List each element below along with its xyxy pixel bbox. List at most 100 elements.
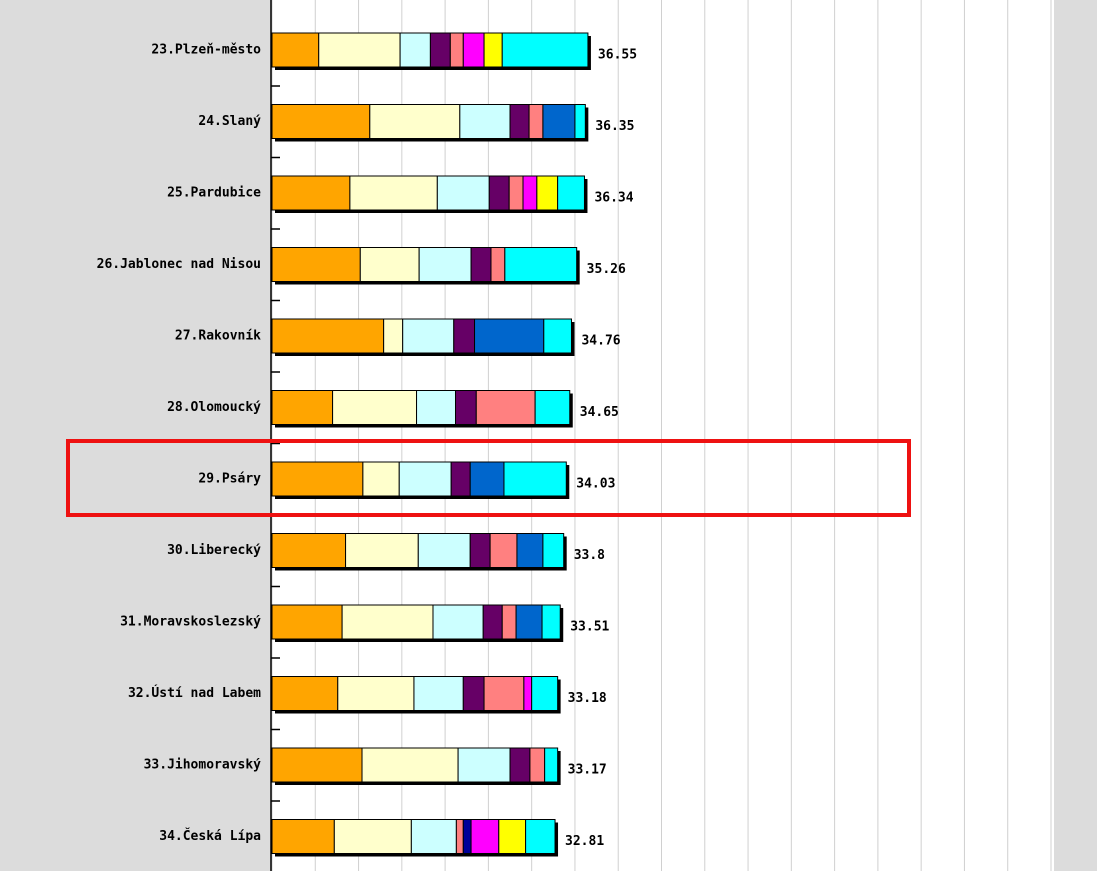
bar-segment [482,604,503,640]
bar-segment [271,676,339,711]
category-label: 31.Moravskoslezský [120,615,261,630]
right-panel [1054,0,1097,871]
bar-segment [362,461,400,497]
bar-segment [413,676,464,711]
bar-segment [361,747,459,783]
bar-segment [359,247,420,282]
bar-segment [459,104,511,139]
total-label: 33.18 [568,691,607,706]
total-label: 33.17 [568,763,607,778]
bar-segment [454,390,477,425]
bar-segment [271,32,320,68]
bar-segment [402,318,455,354]
bar-segment [470,819,500,854]
bar-segment [341,604,434,640]
total-label: 36.34 [594,191,633,206]
bar-segment [574,104,586,139]
total-label: 33.51 [570,620,609,635]
bar-segment [501,604,517,640]
category-label: 29.Psáry [198,472,261,487]
bar-segment [508,175,524,211]
bar-segment [516,533,544,568]
bar-segment [398,461,452,497]
bar-segment [522,175,538,211]
bar-segment [503,461,567,497]
bar-segment [271,747,363,783]
bars: 23.Plzeň-město 36.55 24.Slaný 36.35 25.Pardu… [97,32,637,857]
bar-segment [318,32,401,68]
highlight-box [66,439,911,517]
bar-segment [417,533,471,568]
bar-segment [271,533,347,568]
bar-segment [450,461,471,497]
bar-segment [457,747,511,783]
bar-segment [333,819,412,854]
bar-segment [469,461,505,497]
total-label: 33.8 [574,548,605,563]
bar-segment [541,604,561,640]
category-label: 26.Jablonec nad Nisou [97,257,261,272]
bar-segment [501,32,589,68]
bar-segment [399,32,431,68]
category-label: 32.Ústí nad Labem [128,685,261,701]
bar-segment [271,819,335,854]
bar-segment [271,318,385,354]
bar-segment [345,533,419,568]
bar-segment [509,747,531,783]
bar-segment [455,819,464,854]
bar-segment [474,318,545,354]
label-panel [0,0,271,871]
bar-segment [462,32,485,68]
bar-segment [483,676,525,711]
bar-segment [509,104,530,139]
category-label: 23.Plzeň-město [151,43,261,58]
bar-segment [271,461,364,497]
bar-segment [429,32,451,68]
total-label: 32.81 [565,834,604,849]
bar-segment [531,676,559,711]
bar-segment [436,175,490,211]
bar-segment [332,390,418,425]
bar-segment [542,533,565,568]
grid [271,0,1052,871]
bar-segment [544,747,559,783]
bar-segment [469,533,491,568]
bar-segment [529,747,546,783]
bar-segment [542,104,576,139]
category-label: 27.Rakovník [175,329,261,344]
bar-segment [271,175,351,211]
bar-segment [369,104,461,139]
total-label: 34.76 [581,334,620,349]
total-label: 36.35 [595,119,634,134]
total-label: 34.03 [576,477,615,492]
total-label: 34.65 [580,405,619,420]
bar-segment [525,819,556,854]
bar-segment [536,175,559,211]
category-label: 34.Česká Lípa [159,828,261,844]
bar-segment [543,318,572,354]
bar-segment [504,247,578,282]
category-label: 30.Liberecký [167,543,261,558]
bar-segment [488,175,510,211]
bar-segment [337,676,415,711]
bar-segment [498,819,527,854]
bar-segment [271,247,361,282]
total-label: 36.55 [598,48,637,63]
category-label: 28.Olomoucký [167,400,261,415]
bar-segment [557,175,585,211]
bar-segment [523,676,533,711]
bar-segment [534,390,571,425]
bar-segment [418,247,472,282]
bar-segment [416,390,456,425]
bar-segment [490,247,506,282]
category-label: 24.Slaný [198,114,261,129]
bar-segment [470,247,492,282]
bar-segment [271,604,343,640]
bar-segment [462,676,485,711]
bar-segment [462,819,472,854]
bar-segment [489,533,518,568]
bar-segment [383,318,404,354]
bar-segment [432,604,484,640]
bar-segment [453,318,476,354]
